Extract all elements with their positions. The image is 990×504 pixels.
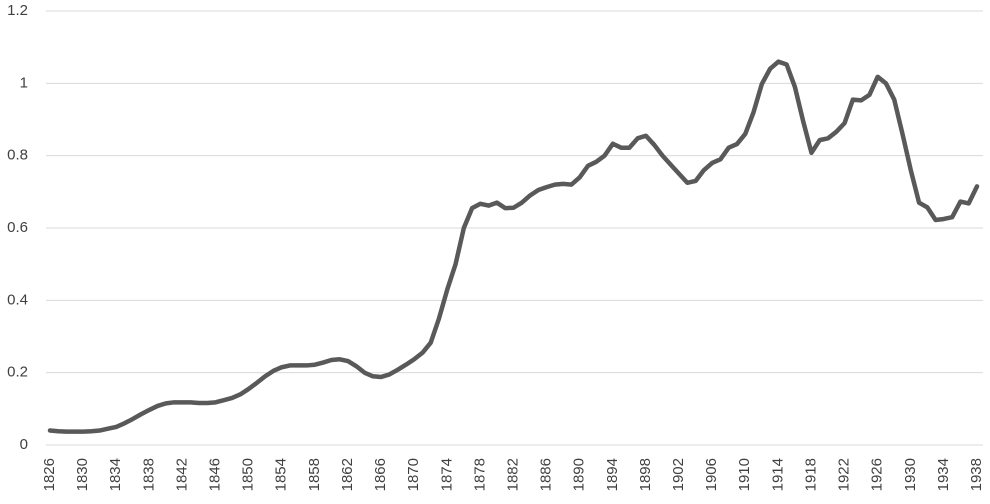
x-tick-label: 1934 <box>935 458 952 491</box>
y-tick-label: 1.2 <box>7 2 28 19</box>
x-tick-label: 1862 <box>339 458 356 491</box>
x-tick-label: 1878 <box>471 458 488 491</box>
x-tick-label: 1902 <box>670 458 687 491</box>
x-tick-label: 1910 <box>736 458 753 491</box>
y-tick-label: 1 <box>20 74 28 91</box>
x-tick-label: 1914 <box>769 458 786 491</box>
y-tick-label: 0.2 <box>7 364 28 381</box>
data-line <box>47 59 980 434</box>
x-tick-label: 1882 <box>504 458 521 491</box>
x-tick-label: 1838 <box>140 458 157 491</box>
x-tick-label: 1898 <box>637 458 654 491</box>
x-tick-label: 1830 <box>74 458 91 491</box>
x-tick-label: 1938 <box>968 458 985 491</box>
y-tick-label: 0.6 <box>7 219 28 236</box>
x-tick-label: 1874 <box>438 458 455 491</box>
x-tick-label: 1866 <box>372 458 389 491</box>
x-tick-label: 1850 <box>240 458 257 491</box>
x-tick-label: 1886 <box>538 458 555 491</box>
x-tick-label: 1846 <box>207 458 224 491</box>
x-tick-label: 1922 <box>836 458 853 491</box>
x-tick-label: 1918 <box>802 458 819 491</box>
y-tick-label: 0.4 <box>7 291 28 308</box>
x-tick-label: 1858 <box>306 458 323 491</box>
x-tick-label: 1890 <box>571 458 588 491</box>
x-tick-label: 1870 <box>405 458 422 491</box>
x-tick-label: 1930 <box>902 458 919 491</box>
x-tick-label: 1854 <box>273 458 290 491</box>
x-tick-label: 1826 <box>41 458 58 491</box>
y-tick-label: 0 <box>20 436 28 453</box>
x-tick-label: 1834 <box>107 458 124 491</box>
x-tick-label: 1842 <box>173 458 190 491</box>
y-tick-label: 0.8 <box>7 147 28 164</box>
x-tick-label: 1894 <box>604 458 621 491</box>
x-tick-label: 1926 <box>869 458 886 491</box>
x-tick-label: 1906 <box>703 458 720 491</box>
